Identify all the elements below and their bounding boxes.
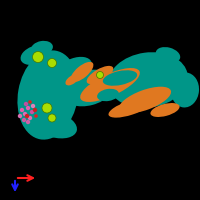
Circle shape [18,114,22,118]
Circle shape [96,72,104,78]
Circle shape [23,112,27,116]
Circle shape [25,114,29,118]
Circle shape [26,106,30,110]
Ellipse shape [108,52,188,108]
Circle shape [28,116,32,120]
Ellipse shape [150,103,180,117]
Ellipse shape [119,87,171,113]
Circle shape [42,103,52,113]
Ellipse shape [33,112,77,138]
Ellipse shape [146,59,164,71]
Ellipse shape [17,50,79,140]
Ellipse shape [97,89,119,101]
Circle shape [30,110,34,114]
Ellipse shape [171,73,199,107]
Circle shape [48,114,56,122]
Circle shape [33,108,37,112]
Circle shape [24,102,28,106]
Circle shape [28,100,32,104]
Circle shape [26,120,30,124]
Ellipse shape [71,62,93,82]
Circle shape [34,114,38,118]
Circle shape [20,108,24,112]
Ellipse shape [65,75,79,85]
Circle shape [32,51,44,62]
Ellipse shape [87,66,113,84]
Ellipse shape [141,65,169,79]
Ellipse shape [58,57,92,79]
Circle shape [31,104,35,108]
Ellipse shape [103,70,137,86]
Ellipse shape [21,45,49,65]
Ellipse shape [156,47,180,63]
Ellipse shape [31,41,53,55]
Circle shape [48,58,57,68]
Circle shape [22,118,26,122]
Ellipse shape [80,68,140,102]
Ellipse shape [61,70,115,106]
Ellipse shape [108,98,152,118]
